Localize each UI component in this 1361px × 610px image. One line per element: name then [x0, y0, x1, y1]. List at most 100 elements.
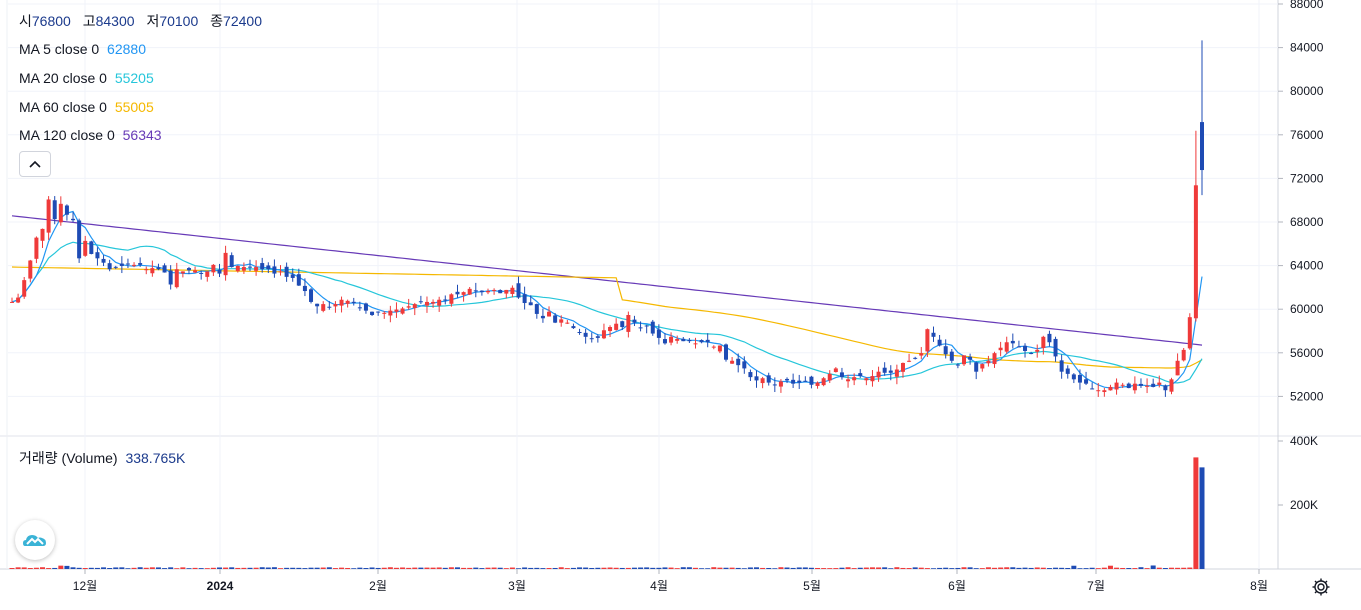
ma20-line: [11, 241, 1203, 384]
volume-bar: [589, 567, 595, 569]
candle-body: [132, 264, 137, 266]
candle: [949, 348, 954, 364]
volume-bar: [351, 568, 357, 569]
volume-bar: [961, 567, 967, 569]
volume-bar: [94, 567, 100, 569]
candle-body: [101, 258, 106, 263]
volume-bar: [992, 567, 998, 569]
candle-body: [10, 301, 14, 303]
volume-bar: [754, 567, 760, 569]
candle: [28, 259, 33, 283]
candle: [559, 315, 564, 327]
candle-body: [717, 345, 722, 352]
volume-bar: [839, 567, 845, 569]
candle-body: [894, 369, 899, 377]
candle: [601, 323, 606, 340]
candle-body: [83, 240, 88, 256]
candle: [1010, 333, 1015, 349]
volume-bar: [699, 568, 705, 569]
volume-bar: [229, 567, 235, 569]
volume-bar: [717, 567, 723, 569]
collapse-legend-button[interactable]: [19, 151, 51, 177]
candle: [492, 288, 497, 295]
candle: [217, 263, 222, 278]
candle-body: [656, 329, 661, 338]
ma60-legend[interactable]: MA 60 close 0 55005: [19, 99, 158, 115]
volume-bar: [686, 567, 692, 569]
candle: [962, 355, 966, 366]
candle: [675, 335, 680, 344]
volume-bar: [998, 567, 1004, 569]
candle: [626, 311, 631, 338]
gear-icon[interactable]: [1308, 574, 1334, 600]
candle-body: [156, 267, 161, 270]
volume-bar: [76, 567, 82, 569]
candle-body: [107, 263, 112, 270]
candle-body: [95, 252, 100, 259]
candle: [1096, 382, 1101, 397]
candle-body: [913, 357, 918, 359]
candle-body: [1108, 386, 1113, 391]
candle-body: [351, 301, 356, 304]
volume-bar: [9, 567, 15, 569]
candle-body: [803, 380, 808, 382]
volume-bar: [503, 568, 509, 569]
ma5-legend[interactable]: MA 5 close 0 62880: [19, 41, 150, 57]
candle: [638, 321, 643, 332]
candle-body: [327, 306, 332, 308]
candle: [766, 372, 771, 386]
candle: [504, 289, 509, 299]
candle: [980, 363, 985, 372]
cloud-logo-icon[interactable]: [15, 520, 55, 560]
volume-bar: [1083, 568, 1089, 569]
candle: [193, 266, 198, 273]
volume-bar: [735, 567, 741, 569]
volume-bar: [473, 567, 479, 569]
candle-body: [791, 379, 796, 384]
ma120-legend[interactable]: MA 120 close 0 56343: [19, 127, 166, 143]
candle-body: [296, 274, 301, 286]
volume-bar: [528, 567, 534, 569]
candle: [534, 303, 539, 319]
candle-body: [1016, 346, 1021, 348]
candle-body: [907, 360, 912, 362]
candle: [669, 332, 674, 346]
price-tick-label: 76000: [1290, 128, 1324, 142]
volume-bar: [979, 568, 985, 569]
volume-bar: [955, 567, 961, 569]
candle: [998, 341, 1003, 357]
price-axis[interactable]: 52000 56000 60000 64000 68000 72000 76000 80000…: [1278, 0, 1324, 403]
candle-body: [498, 290, 503, 294]
volume-bar: [479, 568, 485, 569]
volume-bar: [406, 567, 412, 569]
candle: [83, 235, 88, 257]
candle-body: [504, 289, 509, 294]
volume-legend[interactable]: 거래량 (Volume) 338.765K: [19, 450, 189, 466]
volume-bar: [235, 567, 241, 569]
candle: [717, 345, 722, 354]
volume-bar: [296, 567, 302, 569]
candle-body: [1145, 385, 1150, 387]
volume-bar: [436, 567, 442, 569]
candle-body: [150, 268, 155, 274]
candle-body: [620, 321, 625, 327]
ma20-legend[interactable]: MA 20 close 0 55205: [19, 70, 158, 86]
volume-bar: [1040, 567, 1046, 569]
volume-axis[interactable]: 200K 400K: [1278, 434, 1318, 512]
candle-body: [345, 300, 350, 304]
candle-body: [113, 266, 118, 268]
volume-bar: [1016, 567, 1022, 569]
candle: [180, 271, 185, 278]
candle: [986, 355, 991, 367]
candle: [229, 252, 234, 268]
volume-bar: [607, 567, 613, 569]
time-axis[interactable]: 12월 2024 2월 3월 4월 5월 6월 7월 8월: [73, 569, 1268, 593]
candle: [290, 268, 295, 282]
candle-body: [730, 360, 735, 364]
candle-body: [394, 309, 399, 312]
candle-body: [28, 260, 33, 279]
candle-body: [333, 304, 338, 307]
candle: [858, 369, 863, 378]
volume-bar: [1193, 457, 1199, 569]
